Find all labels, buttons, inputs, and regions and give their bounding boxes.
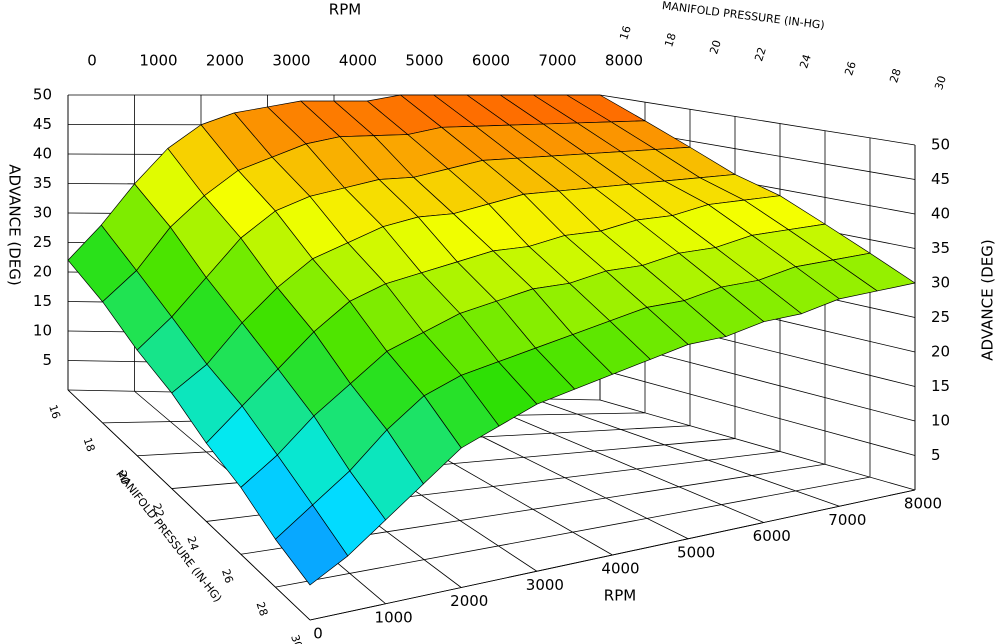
y-tick-label-top: 20 bbox=[707, 38, 724, 55]
x-tick-label-bottom: 5000 bbox=[677, 543, 715, 561]
x-tick-label-top: 1000 bbox=[139, 52, 177, 70]
y-tick-label-top: 28 bbox=[887, 67, 904, 84]
z-tick-label-left: 15 bbox=[33, 292, 52, 310]
x-axis-title-top: RPM bbox=[329, 1, 361, 19]
z-tick-label-right: 10 bbox=[931, 412, 950, 430]
z-tick-label-right: 30 bbox=[931, 274, 950, 292]
x-tick-label-top: 4000 bbox=[339, 52, 377, 70]
x-tick-label-bottom: 4000 bbox=[601, 560, 639, 578]
z-tick-label-right: 5 bbox=[931, 446, 941, 464]
axis-line bbox=[67, 389, 311, 621]
x-tick-label-top: 2000 bbox=[206, 52, 244, 70]
z-tick-label-right: 50 bbox=[931, 136, 950, 154]
z-tick-label-right: 25 bbox=[931, 308, 950, 326]
x-tick-label-top: 7000 bbox=[538, 52, 576, 70]
surface-cell bbox=[275, 504, 349, 586]
x-tick-label-top: 0 bbox=[87, 52, 97, 70]
x-axis-title-bottom: RPM bbox=[604, 587, 636, 605]
x-tick-label-bottom: 2000 bbox=[450, 592, 488, 610]
z-axis-title-left: ADVANCE (DEG) bbox=[6, 164, 24, 285]
x-tick-label-bottom: 3000 bbox=[526, 576, 564, 594]
z-tick-label-left: 30 bbox=[33, 204, 52, 222]
x-tick-label-bottom: 7000 bbox=[828, 511, 866, 529]
side-wall-grid-line bbox=[599, 94, 916, 146]
y-tick-label-top: 16 bbox=[617, 24, 634, 41]
z-tick-label-left: 45 bbox=[33, 115, 52, 133]
x-tick-label-bottom: 8000 bbox=[904, 495, 942, 513]
axis-line bbox=[309, 489, 916, 621]
z-tick-label-right: 45 bbox=[931, 170, 950, 188]
floor-grid-line bbox=[275, 476, 871, 588]
z-tick-label-left: 40 bbox=[33, 145, 52, 163]
z-tick-label-right: 35 bbox=[931, 239, 950, 257]
y-axis-title-left: MANIFOLD PRESSURE (IN-HG) bbox=[113, 468, 224, 605]
z-tick-label-left: 50 bbox=[33, 86, 52, 104]
x-tick-label-top: 5000 bbox=[405, 52, 443, 70]
x-tick-label-top: 8000 bbox=[605, 52, 643, 70]
floor-grid-line bbox=[599, 399, 916, 491]
y-tick-label-left: 26 bbox=[219, 567, 236, 584]
z-axis-title-right: ADVANCE (DEG) bbox=[979, 239, 997, 360]
x-tick-label-bottom: 6000 bbox=[753, 527, 791, 545]
z-tick-label-left: 10 bbox=[33, 322, 52, 340]
y-axis-title-top: MANIFOLD PRESSURE (IN-HG) bbox=[661, 0, 825, 32]
y-tick-label-left: 20 bbox=[115, 469, 132, 486]
z-tick-label-left: 20 bbox=[33, 263, 52, 281]
y-tick-label-top: 22 bbox=[752, 46, 769, 63]
z-tick-label-right: 40 bbox=[931, 205, 950, 223]
y-tick-label-left: 16 bbox=[46, 403, 63, 420]
z-tick-label-left: 35 bbox=[33, 174, 52, 192]
y-tick-label-left: 22 bbox=[150, 502, 167, 519]
y-tick-label-top: 24 bbox=[797, 53, 814, 70]
floor-grid-line bbox=[533, 398, 840, 507]
y-tick-label-left: 28 bbox=[254, 600, 271, 617]
y-tick-label-top: 30 bbox=[932, 74, 949, 91]
y-tick-label-left: 24 bbox=[184, 535, 201, 552]
surface-layer bbox=[67, 94, 916, 586]
x-tick-label-top: 6000 bbox=[472, 52, 510, 70]
z-tick-label-right: 20 bbox=[931, 343, 950, 361]
x-tick-label-bottom: 0 bbox=[313, 625, 323, 643]
y-tick-label-top: 18 bbox=[662, 31, 679, 48]
x-tick-label-bottom: 1000 bbox=[375, 608, 413, 626]
x-tick-label-top: 3000 bbox=[272, 52, 310, 70]
y-tick-label-left: 30 bbox=[288, 633, 305, 644]
floor-grid-line bbox=[466, 397, 764, 523]
z-tick-label-left: 25 bbox=[33, 233, 52, 251]
y-tick-label-top: 26 bbox=[842, 60, 859, 77]
y-tick-label-left: 18 bbox=[81, 436, 98, 453]
z-tick-label-left: 5 bbox=[42, 351, 52, 369]
z-tick-label-right: 15 bbox=[931, 377, 950, 395]
side-wall-grid-line bbox=[599, 369, 916, 456]
